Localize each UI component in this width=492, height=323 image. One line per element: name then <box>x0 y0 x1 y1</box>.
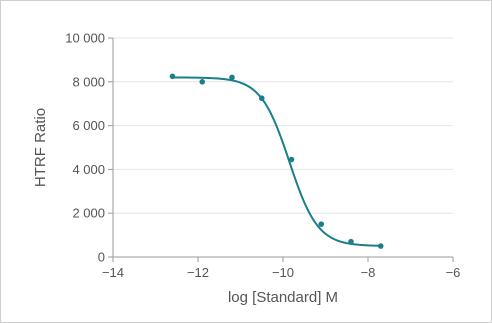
x-axis-title: log [Standard] M <box>228 289 338 306</box>
fit-curve <box>172 76 381 247</box>
grid-lines <box>113 37 453 214</box>
axes <box>108 37 454 262</box>
data-point <box>377 243 384 249</box>
fit-curve-layer <box>172 76 381 247</box>
data-point <box>318 221 325 227</box>
x-tick-label: −14 <box>102 265 124 280</box>
tick-labels: 0 2 000 4 000 6 000 8 000 10 000 −14 −12 −10 −8 −6 <box>65 31 460 281</box>
x-tick-label: −12 <box>187 265 209 280</box>
x-tick-label: −8 <box>361 265 376 280</box>
data-points <box>169 73 384 249</box>
x-tick-label: −6 <box>446 265 461 280</box>
y-axis-title: HTRF Ratio <box>32 108 49 187</box>
data-point <box>199 79 206 85</box>
y-tick-label: 8 000 <box>72 74 105 89</box>
y-tick-label: 6 000 <box>72 118 105 133</box>
data-point <box>258 95 265 102</box>
data-point <box>288 156 295 163</box>
y-tick-label: 2 000 <box>72 206 105 221</box>
y-tick-label: 4 000 <box>72 162 105 177</box>
data-point <box>169 73 176 80</box>
data-point <box>348 238 354 245</box>
x-tick-label: −10 <box>272 265 294 280</box>
y-tick-label: 0 <box>98 250 105 265</box>
y-tick-label: 10 000 <box>65 31 105 46</box>
data-point <box>229 74 235 81</box>
